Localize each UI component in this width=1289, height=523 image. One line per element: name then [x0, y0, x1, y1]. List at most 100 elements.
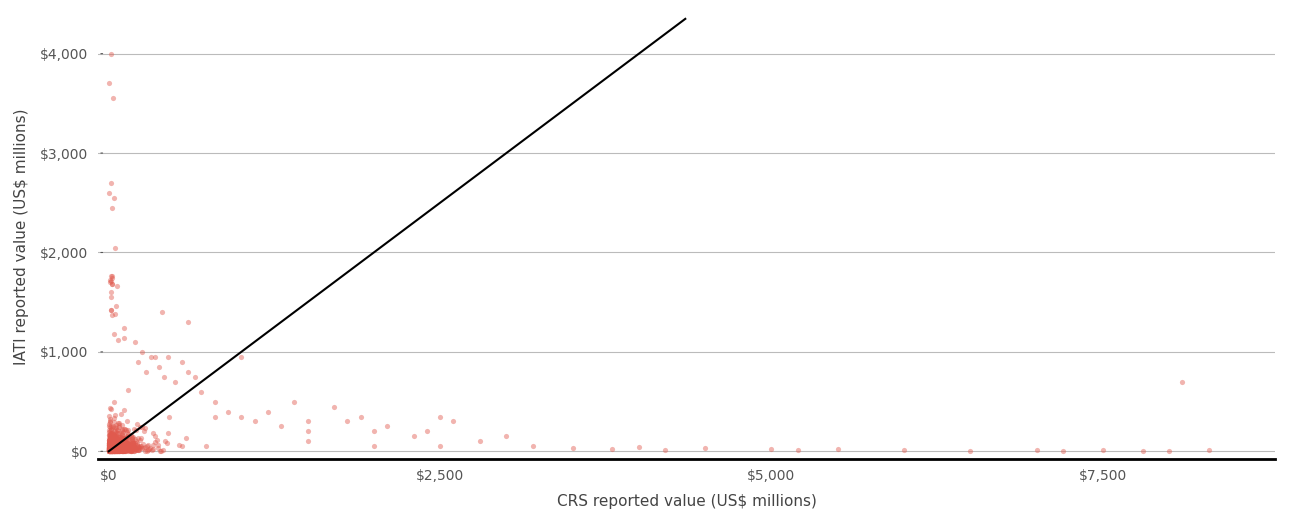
- Point: [116, 445, 137, 453]
- Point: [103, 437, 124, 446]
- Point: [102, 446, 122, 454]
- Point: [101, 444, 121, 452]
- Point: [102, 442, 122, 451]
- Point: [103, 444, 124, 452]
- Point: [99, 446, 120, 454]
- Point: [103, 446, 124, 454]
- Point: [108, 440, 129, 449]
- Point: [104, 446, 125, 454]
- Point: [103, 441, 124, 450]
- Point: [103, 446, 124, 454]
- Point: [101, 447, 121, 455]
- Point: [101, 443, 121, 451]
- Point: [106, 442, 126, 451]
- Point: [113, 444, 134, 452]
- Point: [99, 447, 120, 455]
- Point: [112, 446, 133, 454]
- Point: [125, 444, 146, 452]
- Point: [115, 437, 135, 445]
- Point: [99, 438, 120, 446]
- Point: [108, 444, 129, 452]
- Point: [108, 446, 129, 454]
- Point: [102, 444, 122, 452]
- Point: [102, 439, 122, 447]
- Point: [102, 443, 122, 451]
- Point: [115, 324, 135, 332]
- Point: [101, 278, 121, 287]
- Point: [106, 439, 126, 447]
- Point: [119, 446, 139, 454]
- Point: [99, 442, 120, 451]
- Point: [151, 308, 171, 316]
- Point: [102, 435, 122, 444]
- Point: [101, 442, 121, 450]
- Point: [99, 436, 120, 444]
- Point: [102, 439, 122, 448]
- Point: [116, 433, 137, 441]
- Point: [104, 446, 125, 454]
- Point: [101, 441, 121, 450]
- Point: [99, 446, 120, 454]
- Point: [103, 442, 124, 450]
- Point: [119, 445, 139, 453]
- Point: [117, 440, 138, 449]
- Point: [99, 439, 120, 447]
- Point: [126, 420, 147, 428]
- Point: [107, 438, 128, 447]
- Point: [98, 189, 119, 197]
- Point: [99, 438, 120, 447]
- Point: [351, 412, 371, 420]
- Point: [110, 442, 130, 450]
- Point: [99, 442, 120, 451]
- Point: [101, 430, 121, 439]
- Point: [104, 447, 125, 455]
- Point: [106, 441, 126, 450]
- Point: [107, 438, 128, 447]
- Point: [99, 445, 120, 453]
- Point: [99, 445, 120, 453]
- Point: [101, 428, 121, 437]
- Point: [98, 446, 119, 454]
- Point: [107, 447, 128, 455]
- Point: [99, 443, 120, 451]
- Point: [102, 434, 122, 442]
- Point: [116, 442, 137, 450]
- Point: [562, 444, 583, 452]
- Point: [106, 447, 126, 456]
- Point: [125, 435, 146, 443]
- Point: [116, 445, 137, 453]
- Point: [99, 441, 120, 449]
- Point: [103, 441, 124, 449]
- Point: [130, 444, 151, 452]
- Point: [175, 434, 196, 442]
- Point: [103, 440, 124, 448]
- Point: [101, 277, 121, 285]
- Point: [107, 437, 128, 445]
- Point: [129, 446, 150, 454]
- Point: [99, 447, 120, 456]
- Point: [121, 445, 142, 453]
- Point: [102, 280, 122, 288]
- Point: [106, 424, 126, 432]
- Point: [111, 446, 131, 454]
- Point: [143, 428, 164, 437]
- Point: [113, 447, 134, 456]
- Point: [99, 446, 120, 454]
- Point: [102, 446, 122, 454]
- Point: [102, 446, 122, 454]
- Point: [1199, 446, 1219, 454]
- Point: [104, 443, 125, 451]
- Point: [103, 445, 124, 453]
- Point: [99, 433, 120, 441]
- Point: [695, 444, 715, 452]
- Point: [99, 444, 120, 452]
- Point: [102, 422, 122, 430]
- Point: [112, 444, 133, 452]
- Point: [117, 440, 138, 448]
- Point: [103, 438, 124, 446]
- Point: [103, 444, 124, 452]
- Point: [116, 444, 137, 452]
- Point: [107, 444, 128, 452]
- Point: [103, 435, 124, 443]
- Point: [102, 429, 122, 438]
